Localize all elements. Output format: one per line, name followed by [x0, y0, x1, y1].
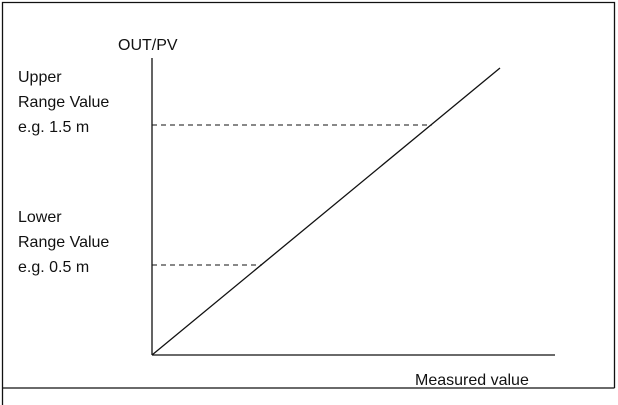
- lower-range-label: Range Value: [18, 234, 109, 251]
- lower-range-label: e.g. 0.5 m: [18, 259, 89, 276]
- y-axis-label: OUT/PV: [118, 37, 178, 54]
- x-axis-label: Measured value: [415, 372, 529, 389]
- upper-range-label: Range Value: [18, 94, 109, 111]
- upper-range-label: Upper: [18, 69, 62, 86]
- transfer-line: [151, 67, 501, 356]
- lower-range-label: Lower: [18, 209, 62, 226]
- upper-range-label: e.g. 1.5 m: [18, 119, 89, 136]
